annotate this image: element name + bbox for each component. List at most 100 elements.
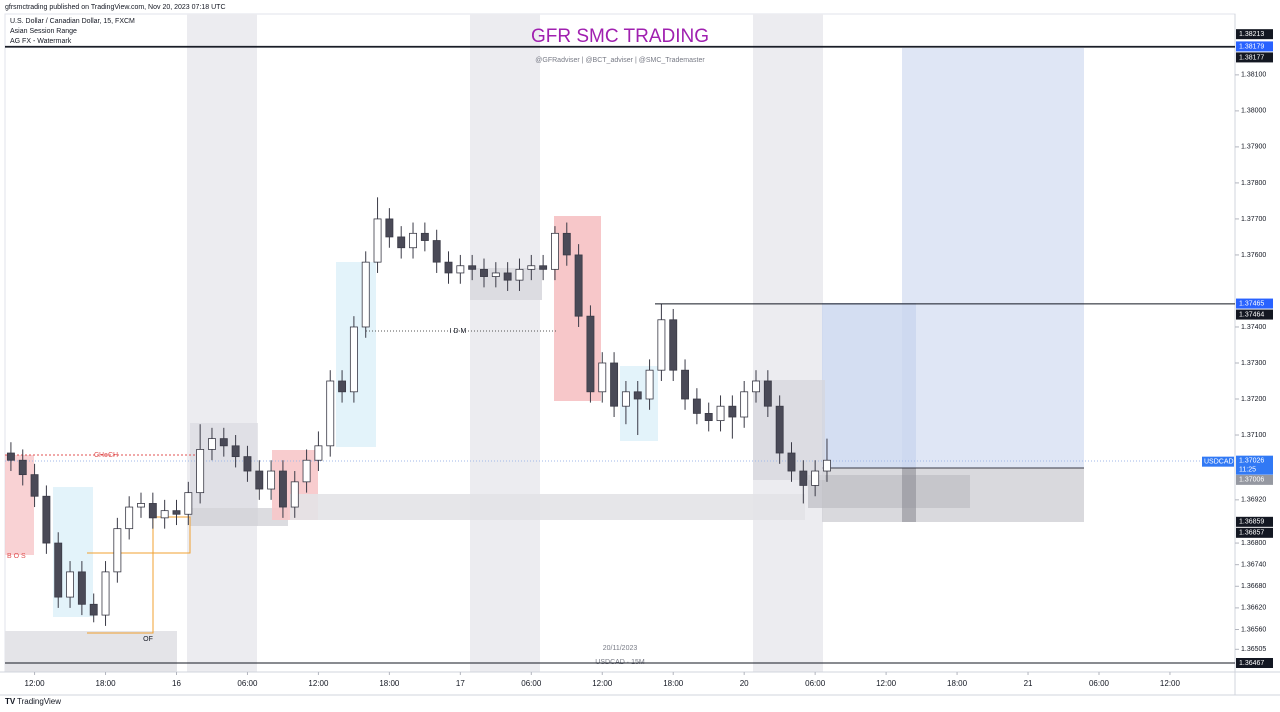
candle-body [799,470,808,486]
x-tick-label: 18:00 [96,679,117,688]
candle-body [811,470,820,486]
candle-body [657,319,666,371]
x-tick-label: 16 [172,679,181,688]
symbol-line: U.S. Dollar / Canadian Dollar, 15, FXCM [10,18,135,25]
candle-body [621,391,630,407]
y-tick-label: 1.37700 [1241,216,1266,223]
price-label: 1.36857 [1239,530,1264,537]
chart-subtitle: @GFRadviser | @BCT_adviser | @SMC_Tradem… [535,57,705,64]
candle-body [539,265,548,270]
candle-body [338,380,347,393]
x-tick-label: 20 [740,679,749,688]
x-tick-label: 12:00 [25,679,46,688]
choch-label: CHoCH [94,452,118,459]
candle-body [740,391,749,418]
candle-body [669,319,678,371]
y-tick-label: 1.36920 [1241,497,1266,504]
y-tick-label: 1.37300 [1241,360,1266,367]
candle-body [278,470,287,508]
session-shade [470,14,540,672]
candle-body [30,474,39,497]
candle-body [704,413,713,422]
candle-body [456,265,465,274]
candle-body [18,459,27,476]
indicator-name: AG FX - Watermark [10,38,72,45]
candle-body [586,315,595,393]
candle-body [326,380,335,447]
candle-body [468,265,477,270]
last-symbol: USDCAD [1204,459,1234,466]
candle-body [551,232,559,270]
candle-body [645,369,654,400]
candle-body [681,369,689,400]
price-label-box [1236,527,1273,538]
candle-body [361,261,370,328]
session-shade [753,14,823,672]
candle-body [574,254,583,317]
y-tick-label: 1.37100 [1241,432,1266,439]
x-tick-label: 06:00 [805,679,826,688]
y-tick-label: 1.36620 [1241,605,1266,612]
candle-body [610,362,619,407]
price-label: 1.38177 [1239,54,1264,61]
price-label: 1.37465 [1239,300,1264,307]
candle-body [184,492,193,515]
candle-body [480,268,488,277]
x-tick-label: 12:00 [876,679,897,688]
x-tick-label: 12:00 [308,679,329,688]
indicator-name: Asian Session Range [10,28,77,35]
price-label-box [1236,309,1273,320]
candle-body [775,405,784,454]
candle-body [444,261,453,274]
candle-body [125,506,134,530]
y-tick-label: 1.36560 [1241,626,1266,633]
candle-body [716,405,725,422]
price-label: 1.36859 [1239,519,1264,526]
candle-body [6,452,15,461]
watermark: 20/11/2023 [603,645,638,652]
price-label-box [1236,657,1273,668]
candle-body [692,398,701,414]
x-tick-label: 06:00 [1089,679,1110,688]
price-label-box [1236,41,1273,52]
price-label-box [1236,298,1273,309]
x-tick-label: 21 [1024,679,1033,688]
price-label-box [1236,516,1273,527]
demand-zone [5,631,177,672]
y-tick-label: 1.38000 [1241,108,1266,115]
y-tick-label: 1.36800 [1241,540,1266,547]
candle-body [219,438,228,447]
candle-body [491,272,500,277]
x-tick-label: 18:00 [947,679,968,688]
price-label: 1.36467 [1239,660,1264,667]
candle-body [432,240,441,263]
stop-zone [902,468,916,522]
y-tick-label: 1.37600 [1241,252,1266,259]
candle-body [503,272,512,281]
candle-body [101,571,110,616]
candle-body [77,571,86,605]
y-tick-label: 1.37900 [1241,144,1266,151]
price-label: 1.38213 [1239,31,1264,38]
candle-body [763,380,772,407]
x-tick-label: 06:00 [521,679,542,688]
candle-body [42,495,51,544]
stop-zone [808,475,970,508]
candle-body [373,218,382,263]
last-symbol-box [1202,456,1234,467]
candle-body [787,452,796,472]
candle-body [255,470,264,490]
candle-body [137,503,145,508]
y-tick-label: 1.38100 [1241,72,1266,79]
price-label-box [1236,29,1273,40]
structure-line [152,516,191,554]
y-tick-label: 1.37800 [1241,180,1266,187]
y-tick-label: 1.36680 [1241,583,1266,590]
price-label-box [1236,52,1273,63]
candle-body [267,470,276,490]
x-tick-label: 12:00 [1160,679,1181,688]
countdown: 11:25 [1239,467,1256,474]
candle-body [527,265,536,270]
candle-body [728,405,737,418]
candle-body [89,603,98,616]
